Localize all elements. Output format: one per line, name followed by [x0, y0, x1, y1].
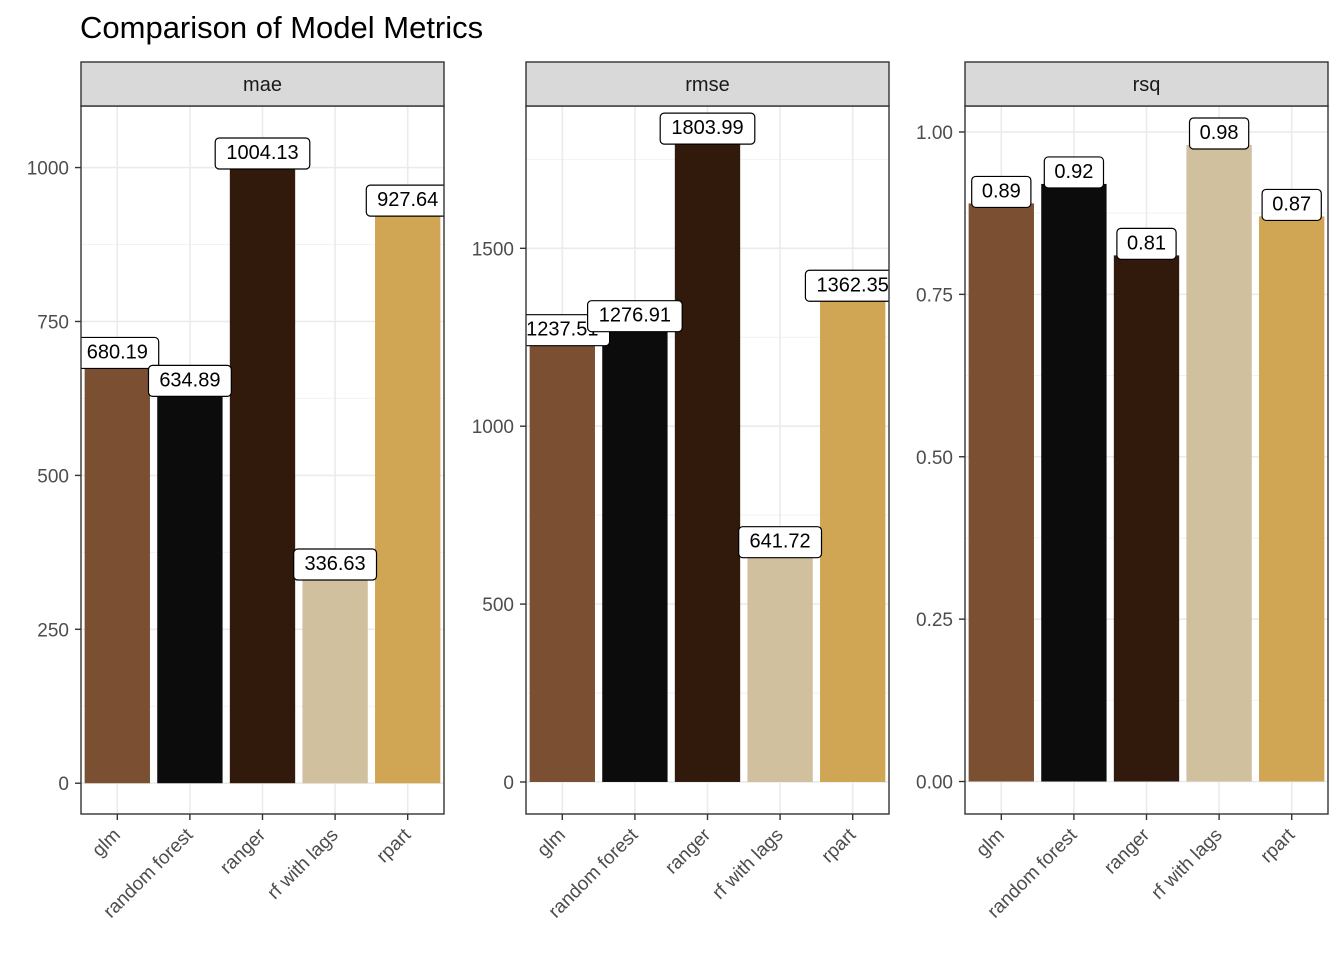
value-label-rmse-2: 1276.91 — [599, 305, 671, 327]
value-label-box — [586, 300, 683, 333]
value-label-box — [1188, 117, 1250, 150]
y-tick-label: 1000 — [27, 159, 69, 180]
value-label-rsq-5: 0.87 — [1272, 193, 1311, 215]
facet-panel-rsq: 0.89 0.92 0.81 0.98 0.87 rsq 0.00 0.25 0.50 0.75 1… — [916, 61, 1329, 922]
value-label-box — [738, 526, 823, 559]
facet-strip — [525, 61, 890, 107]
value-label-mae-1: 680.19 — [87, 341, 148, 363]
x-tick-label: glm — [88, 825, 125, 862]
value-label-mae-2: 634.89 — [159, 369, 220, 391]
value-label-rsq-1: 0.89 — [982, 180, 1021, 202]
y-tick-label: 750 — [37, 312, 69, 333]
value-label-box — [971, 175, 1032, 209]
y-tick-label: 1.00 — [916, 123, 953, 144]
value-label-mae-4: 336.63 — [305, 553, 366, 575]
y-tick-label: 0.00 — [916, 773, 953, 794]
value-label-box — [1116, 227, 1177, 260]
x-tick-label: ranger — [216, 824, 270, 878]
bar-rsq-glm — [968, 203, 1034, 782]
facet-strip — [964, 61, 1329, 107]
x-tick-label: rpart — [1257, 824, 1300, 867]
bar-rsq-random-forest — [1041, 183, 1107, 782]
value-label-box — [147, 364, 232, 397]
y-tick-label: 500 — [482, 595, 514, 616]
bar-mae-rpart — [375, 212, 441, 784]
value-label-box — [1261, 188, 1322, 222]
value-label-rmse-3: 1803.99 — [671, 117, 743, 139]
chart-title: Comparison of Model Metrics — [80, 10, 484, 45]
value-label-rmse-5: 1362.35 — [817, 274, 889, 296]
value-label-box — [659, 112, 756, 145]
bar-rmse-rf-with-lags — [747, 553, 813, 782]
value-label-mae-5: 927.64 — [377, 189, 438, 211]
value-label-rmse-4: 641.72 — [750, 531, 811, 553]
x-tick-label: rpart — [818, 824, 861, 867]
bar-mae-rf-with-lags — [302, 575, 368, 784]
bar-rmse-ranger — [674, 140, 741, 782]
y-tick-label: 0.25 — [916, 610, 953, 631]
value-label-box — [214, 137, 311, 170]
y-tick-label: 500 — [37, 466, 69, 487]
x-tick-label: glm — [972, 825, 1009, 862]
value-label-mae-3: 1004.13 — [226, 142, 298, 164]
y-tick-label: 0.50 — [916, 448, 953, 469]
x-tick-label: glm — [533, 825, 570, 862]
y-tick-label: 0 — [503, 773, 514, 794]
x-tick-label: rf with lags — [264, 825, 343, 904]
bar-rsq-rf-with-lags — [1186, 144, 1252, 782]
facet-strip — [80, 61, 445, 107]
value-label-rsq-2: 0.92 — [1054, 161, 1093, 183]
bar-mae-glm — [84, 364, 150, 784]
y-tick-label: 1000 — [472, 417, 514, 438]
value-label-box — [81, 336, 160, 370]
value-label-box — [804, 269, 889, 302]
facet-strip-label: rsq — [1133, 74, 1161, 96]
value-label-box — [293, 548, 378, 581]
x-tick-label: rf with lags — [709, 825, 788, 904]
bar-mae-ranger — [229, 165, 296, 784]
y-tick-label: 0.75 — [916, 285, 953, 306]
value-labels: 0.89 0.92 0.81 0.98 0.87 — [971, 117, 1322, 260]
bar-rmse-random-forest — [602, 327, 668, 782]
facet-panel-mae: 680.19 634.89 1004.13 336.63 927.64 mae 0 250 50… — [27, 61, 445, 922]
value-label-rmse-1: 1237.51 — [526, 319, 598, 341]
x-tick-label: ranger — [1100, 824, 1154, 878]
bar-rmse-rpart — [820, 297, 886, 782]
x-tick-label: rpart — [373, 824, 416, 867]
y-tick-label: 1500 — [472, 239, 514, 260]
y-tick-label: 250 — [37, 620, 69, 641]
x-tick-label: ranger — [661, 824, 715, 878]
bar-rsq-ranger — [1113, 255, 1180, 782]
value-label-rsq-4: 0.98 — [1200, 122, 1239, 144]
value-label-box — [365, 184, 444, 217]
bar-mae-random-forest — [157, 392, 223, 784]
facet-strip-label: rmse — [685, 74, 729, 96]
bar-rsq-rpart — [1259, 216, 1325, 782]
value-labels: 680.19 634.89 1004.13 336.63 927.64 — [81, 137, 444, 581]
value-label-box — [1043, 156, 1105, 189]
x-tick-label: rf with lags — [1148, 825, 1227, 904]
value-label-rsq-3: 0.81 — [1127, 232, 1166, 254]
y-tick-label: 0 — [58, 774, 69, 795]
facet-strip-label: mae — [243, 74, 282, 96]
bar-rmse-glm — [529, 341, 595, 782]
